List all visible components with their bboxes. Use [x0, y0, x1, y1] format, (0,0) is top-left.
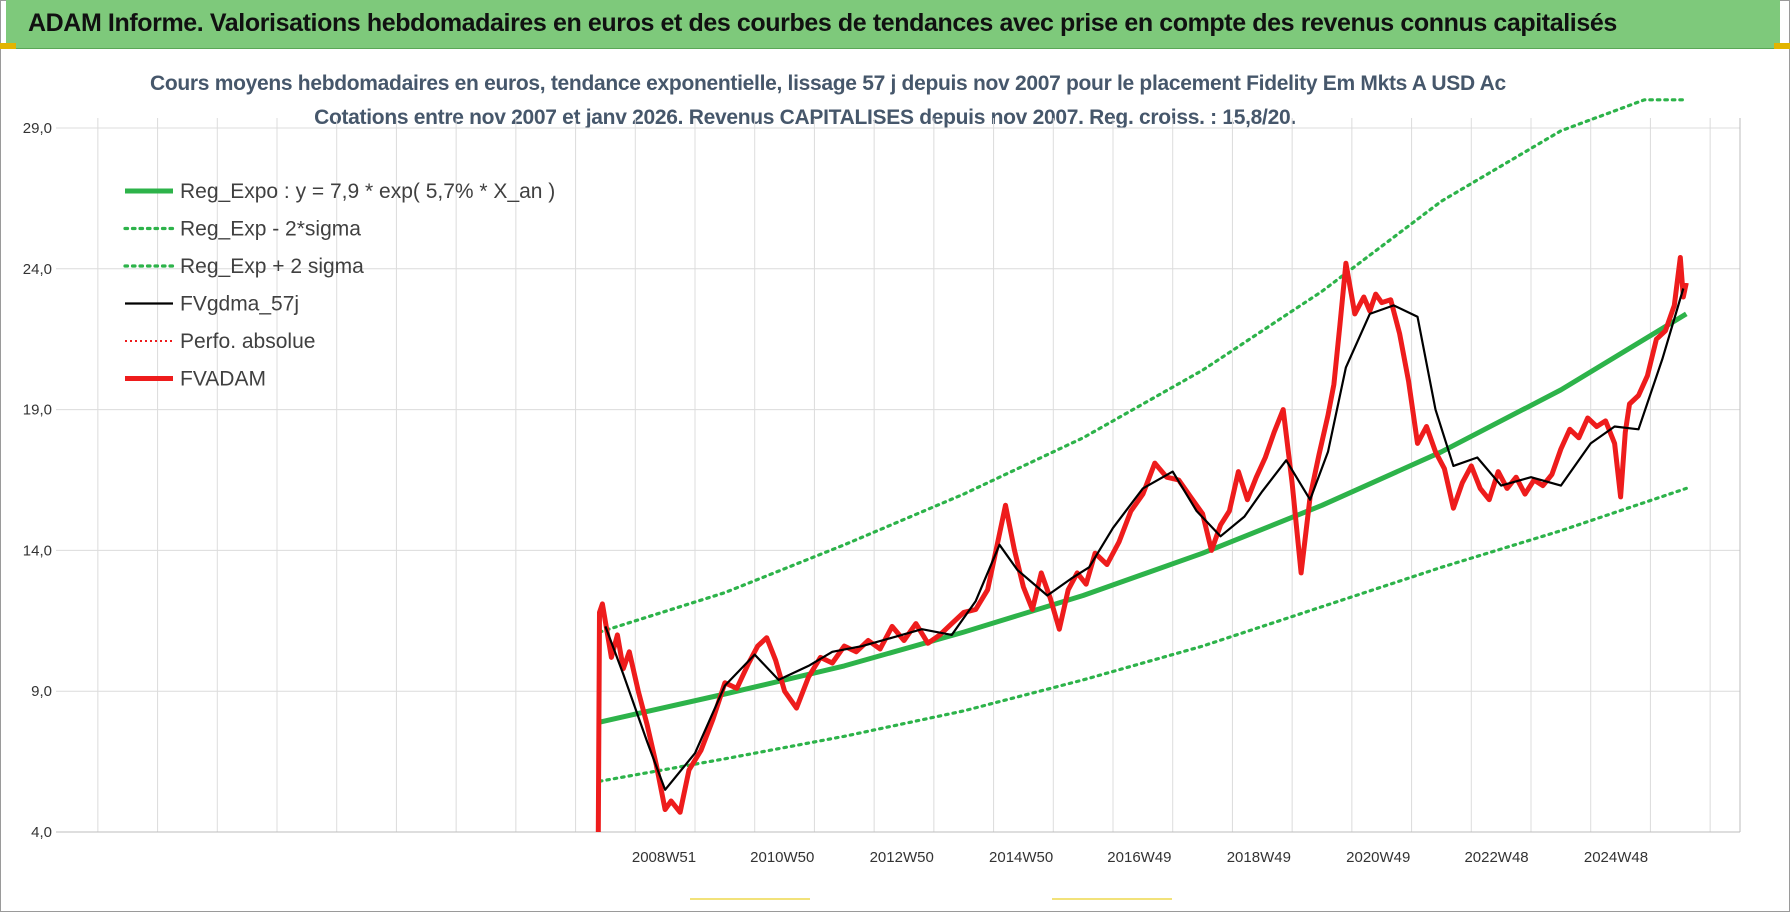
footer-mark-2 [1052, 898, 1172, 900]
footer-mark-1 [690, 898, 810, 900]
chart-subtitle: Cotations entre nov 2007 et janv 2026. R… [314, 106, 1296, 129]
axis-ticks: 4,0 9,0 14,0 19,0 24,0 29,0 2008W51 2010W50 2012… [23, 120, 1648, 866]
x-tick-label: 2024W48 [1584, 849, 1648, 866]
x-tick-label: 2016W49 [1107, 849, 1171, 866]
series-line [597, 486, 1688, 783]
banner-title: ADAM Informe. Valorisations hebdomadaire… [28, 9, 1617, 37]
series-lines [595, 98, 1689, 833]
legend-label: FVgdma_57j [180, 293, 299, 316]
series-line [595, 255, 1689, 833]
corner-mark-right [1774, 43, 1790, 49]
y-tick-label: 24,0 [23, 261, 52, 278]
series-line [604, 288, 1685, 791]
chart-title: Cours moyens hebdomadaires en euros, ten… [150, 72, 1506, 95]
series-line [597, 98, 1688, 634]
x-tick-label: 2018W49 [1227, 849, 1291, 866]
x-tick-label: 2022W48 [1464, 849, 1528, 866]
y-tick-label: 29,0 [23, 120, 52, 137]
legend: Reg_Expo : y = 7,9 * exp( 5,7% * X_an ) R… [123, 180, 555, 391]
y-tick-label: 14,0 [23, 542, 52, 559]
legend-label: Perfo. absolue [180, 330, 315, 353]
x-tick-label: 2012W50 [870, 849, 934, 866]
legend-label: Reg_Exp + 2 sigma [180, 255, 364, 278]
corner-mark-left [0, 43, 16, 49]
series-line [598, 311, 1688, 725]
x-tick-label: 2010W50 [750, 849, 814, 866]
y-tick-label: 19,0 [23, 402, 52, 419]
x-tick-label: 2020W49 [1346, 849, 1410, 866]
legend-label: Reg_Expo : y = 7,9 * exp( 5,7% * X_an ) [180, 180, 555, 203]
y-tick-label: 4,0 [31, 824, 52, 841]
legend-label: FVADAM [180, 368, 266, 391]
header-banner: ADAM Informe. Valorisations hebdomadaire… [6, 0, 1780, 49]
grid-lines [56, 118, 1741, 833]
legend-label: Reg_Exp - 2*sigma [180, 218, 361, 241]
y-tick-label: 9,0 [31, 683, 52, 700]
x-tick-label: 2014W50 [989, 849, 1053, 866]
x-tick-label: 2008W51 [632, 849, 696, 866]
